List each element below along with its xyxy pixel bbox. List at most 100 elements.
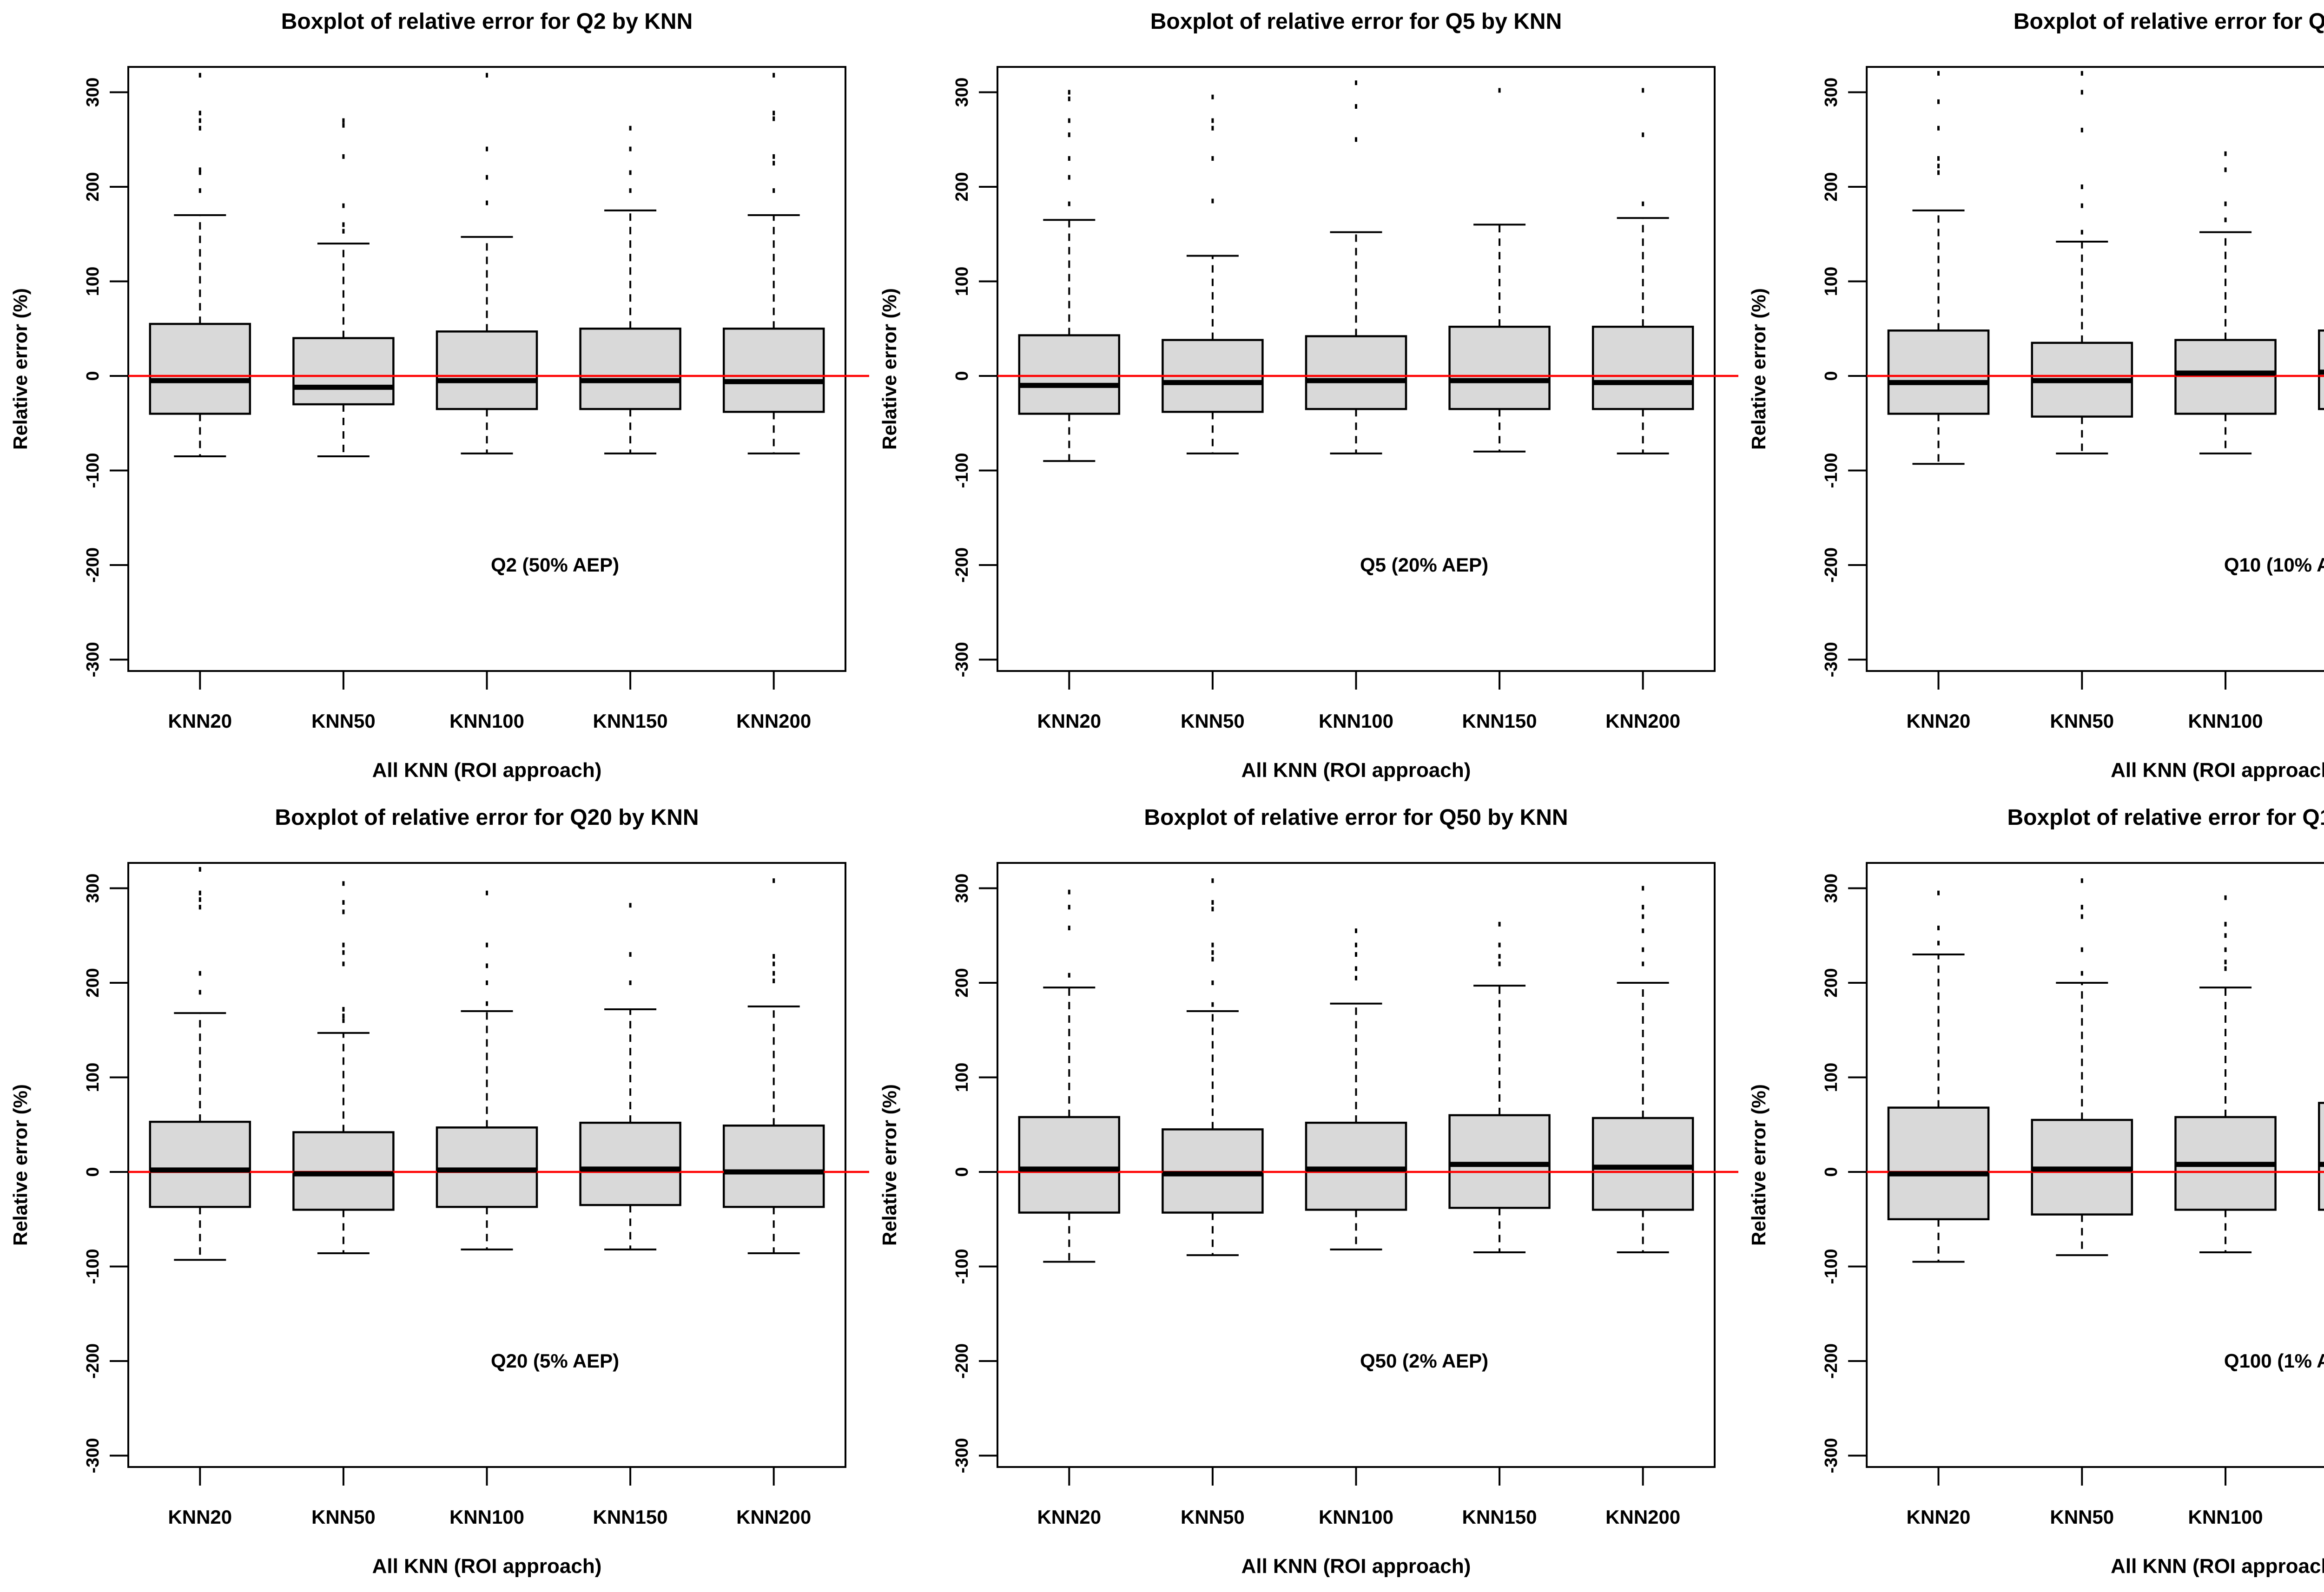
x-tick-label: KNN20 <box>168 710 232 732</box>
x-tick-label: KNN100 <box>1319 710 1393 732</box>
outlier-point <box>198 971 201 976</box>
outlier-point <box>1068 889 1070 895</box>
outlier-point <box>772 978 775 983</box>
outlier-point <box>1642 886 1644 891</box>
outlier-point <box>1642 947 1644 952</box>
iqr-box <box>292 337 395 406</box>
panel-q10: Boxplot of relative error for Q10 by KNN… <box>1738 0 2324 796</box>
outlier-point <box>772 116 775 121</box>
outlier-point <box>1498 954 1501 959</box>
outlier-point <box>2224 960 2227 965</box>
x-tick-label: KNN50 <box>1181 710 1245 732</box>
outlier-point <box>1355 952 1357 957</box>
x-axis-label: All KNN (ROI approach) <box>372 759 602 782</box>
y-tick-label: -100 <box>1822 1249 1841 1284</box>
outlier-point <box>1068 90 1070 95</box>
outlier-point <box>198 170 201 175</box>
x-tick-label: KNN20 <box>1037 1506 1101 1528</box>
y-axis-label: Relative error (%) <box>9 288 31 450</box>
annotation-label: Q50 (2% AEP) <box>1360 1350 1488 1372</box>
y-tick-label: -200 <box>83 547 103 583</box>
x-tick-label: KNN50 <box>311 710 376 732</box>
y-axis-label: Relative error (%) <box>878 288 900 450</box>
y-tick-label: 0 <box>83 371 103 381</box>
outlier-point <box>1642 928 1644 934</box>
iqr-box <box>149 1120 251 1208</box>
y-tick-label: -300 <box>83 642 103 677</box>
outlier-point <box>198 111 201 116</box>
outlier-point <box>2080 905 2083 910</box>
outlier-point <box>2080 127 2083 132</box>
outlier-point <box>342 1018 345 1023</box>
outlier-point <box>2080 230 2083 235</box>
y-tick-label: 0 <box>1822 1167 1841 1177</box>
iqr-box <box>1887 1106 1990 1220</box>
outlier-point <box>342 154 345 159</box>
y-tick-label: 100 <box>1822 1063 1841 1092</box>
outlier-point <box>342 229 345 234</box>
outlier-point <box>342 881 345 886</box>
iqr-box <box>2318 1102 2324 1211</box>
panel-q5: Boxplot of relative error for Q5 by KNN -… <box>869 0 1738 796</box>
iqr-box <box>1305 335 1407 410</box>
outlier-point <box>2224 167 2227 172</box>
x-tick-label: KNN150 <box>1462 1506 1537 1528</box>
outlier-point <box>772 188 775 193</box>
panel-q50: Boxplot of relative error for Q50 by KNN… <box>869 796 1738 1592</box>
y-tick-label: 100 <box>952 267 972 296</box>
outlier-point <box>198 905 201 910</box>
outlier-point <box>1068 156 1070 161</box>
y-tick-label: 200 <box>1822 172 1841 201</box>
y-tick-label: -300 <box>1822 642 1841 677</box>
outlier-point <box>486 200 488 205</box>
outlier-point <box>1642 905 1644 910</box>
y-axis-label: Relative error (%) <box>9 1084 31 1246</box>
x-tick-label: KNN50 <box>1181 1506 1245 1528</box>
iqr-box <box>1018 334 1121 415</box>
outlier-point <box>1211 878 1214 883</box>
outlier-point <box>1937 71 1940 76</box>
annotation-label: Q10 (10% AEP) <box>2224 554 2324 576</box>
x-tick-label: KNN100 <box>449 710 524 732</box>
outlier-point <box>1068 925 1070 930</box>
y-tick-label: -200 <box>952 547 972 583</box>
x-tick-label: KNN100 <box>2188 710 2263 732</box>
outlier-point <box>2224 933 2227 938</box>
outlier-point <box>342 1013 345 1019</box>
y-tick-label: 100 <box>1822 267 1841 296</box>
y-tick-label: 100 <box>83 267 103 296</box>
y-tick-label: -300 <box>1822 1438 1841 1473</box>
boxplot-q10-canvas: Boxplot of relative error for Q10 by KNN… <box>1748 9 2324 782</box>
y-tick-label: 0 <box>83 1167 103 1177</box>
outlier-point <box>2080 914 2083 919</box>
outlier-point <box>1068 201 1070 206</box>
x-tick-label: KNN150 <box>593 710 668 732</box>
x-tick-label: KNN150 <box>1462 710 1537 732</box>
boxplot-q5-canvas: Boxplot of relative error for Q5 by KNN -… <box>878 9 1738 782</box>
boxplot-q50-canvas: Boxplot of relative error for Q50 by KNN… <box>878 805 1738 1578</box>
x-tick-label: KNN200 <box>736 1506 811 1528</box>
outlier-point <box>629 980 632 985</box>
outlier-point <box>1211 957 1214 962</box>
iqr-box <box>722 328 825 413</box>
annotation-label: Q100 (1% AEP) <box>2224 1350 2324 1372</box>
outlier-point <box>1211 942 1214 947</box>
outlier-point <box>1642 132 1644 138</box>
outlier-point <box>198 188 201 193</box>
iqr-box <box>1887 329 1990 415</box>
outlier-point <box>772 154 775 159</box>
y-tick-label: -300 <box>83 1438 103 1473</box>
y-tick-label: 200 <box>952 968 972 997</box>
outlier-point <box>1355 928 1357 934</box>
y-tick-label: 300 <box>952 78 972 107</box>
outlier-point <box>198 72 201 78</box>
panel-title: Boxplot of relative error for Q5 by KNN <box>1150 9 1562 34</box>
outlier-point <box>772 954 775 959</box>
x-tick-label: KNN100 <box>449 1506 524 1528</box>
panel-q20: Boxplot of relative error for Q20 by KNN… <box>0 796 869 1592</box>
outlier-point <box>1642 914 1644 919</box>
outlier-point <box>2080 971 2083 976</box>
outlier-point <box>772 72 775 78</box>
outlier-point <box>1211 198 1214 204</box>
outlier-point <box>342 222 345 227</box>
